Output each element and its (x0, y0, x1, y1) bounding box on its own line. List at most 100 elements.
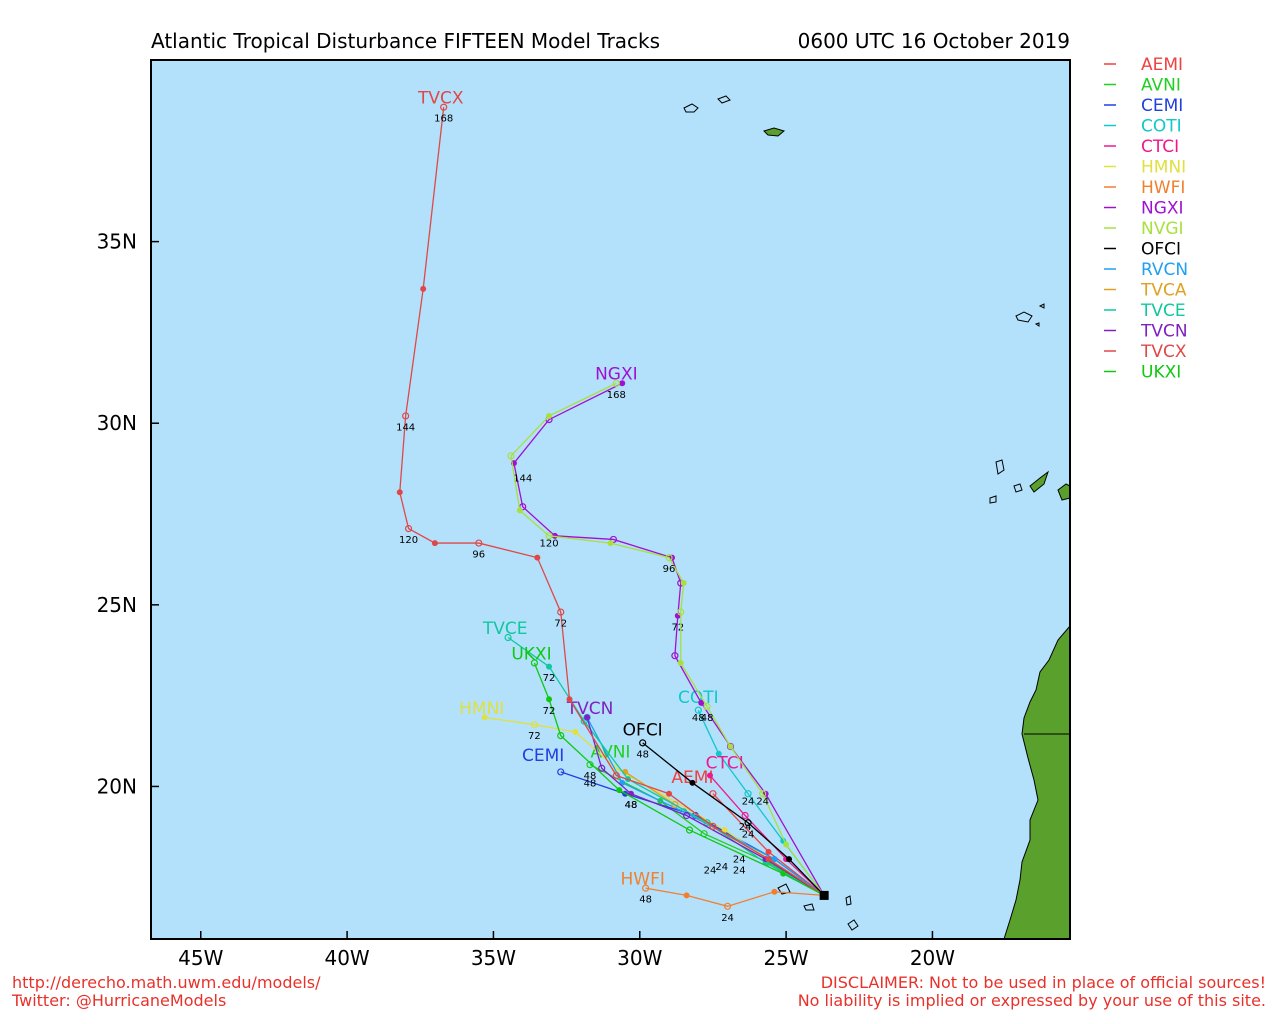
track-point (715, 750, 722, 757)
forecast-hour-label: 48 (584, 778, 597, 789)
track-point (671, 652, 679, 660)
island-outline (995, 459, 1005, 475)
forecast-hour-label: 48 (692, 713, 705, 724)
model-label-hwfi: HWFI (620, 870, 664, 890)
forecast-hour-label: 48 (625, 800, 638, 811)
model-label-ofci: OFCI (623, 721, 663, 741)
track-point (642, 884, 650, 892)
track-point (677, 608, 685, 616)
chart-title: Atlantic Tropical Disturbance FIFTEEN Mo… (151, 29, 660, 53)
track-point (665, 554, 673, 562)
track-point (504, 633, 512, 642)
track-point (557, 731, 565, 740)
legend-entry-hmni: HMNI (1141, 158, 1186, 178)
track-point (545, 532, 553, 540)
track-point (572, 728, 579, 735)
forecast-hour-label: 72 (543, 706, 556, 717)
model-label-aemi: AEMI (671, 768, 713, 788)
forecast-hour-label: 96 (472, 550, 485, 561)
track-point (507, 452, 515, 460)
track-point (586, 761, 594, 769)
model-label-ngxi: NGXI (595, 365, 638, 385)
track-point (557, 608, 565, 616)
footer-liability: No liability is implied or expressed by … (798, 991, 1266, 1010)
model-label-hmni: HMNI (459, 699, 504, 719)
model-label-tvcx: TVCX (417, 89, 464, 109)
legend-entry-aemi: AEMI (1141, 55, 1183, 75)
forecast-hour-label: 144 (396, 422, 415, 433)
track-point (530, 721, 539, 729)
legend-entry-ngxi: NGXI (1141, 199, 1184, 219)
track-point (721, 827, 728, 834)
island-outline (989, 495, 997, 504)
x-tick-label: 45W (178, 946, 223, 970)
track-point (396, 489, 403, 496)
track-point (530, 659, 539, 667)
island-outline (1013, 483, 1023, 493)
chart-time: 0600 UTC 16 October 2019 (798, 29, 1070, 53)
island-outline (1015, 311, 1033, 323)
legend: AEMIAVNICEMICOTICTCIHMNIHWFINGXINVGIOFCI… (1104, 55, 1188, 383)
track-point (709, 822, 717, 831)
legend-entry-tvcn: TVCN (1140, 322, 1188, 342)
track-point (616, 787, 623, 794)
track-point (771, 856, 778, 863)
island-outline (803, 903, 815, 911)
track-point (759, 790, 767, 798)
forecast-hour-label: 168 (607, 390, 626, 401)
track-point (682, 811, 691, 820)
forecast-hour-label: 48 (639, 895, 652, 906)
y-tick-label: 25N (97, 593, 137, 617)
x-tick-label: 20W (910, 946, 955, 970)
forecast-hour-label: 24 (756, 797, 769, 808)
island-outline (717, 95, 731, 104)
legend-entry-ukxi: UKXI (1141, 363, 1181, 383)
model-label-ukxi: UKXI (511, 644, 551, 664)
model-tracks: AEMI2448AVNI2448CEMI2448COTI24CTCI72HMNI… (396, 89, 829, 924)
model-label-ctci: CTCI (706, 753, 744, 773)
x-tick-label: 30W (617, 946, 662, 970)
legend-entry-tvce: TVCE (1140, 301, 1186, 321)
track-ofci (642, 742, 825, 896)
forecast-hour-label: 120 (539, 539, 558, 550)
forecast-hour-label: 24 (742, 797, 755, 808)
track-point (707, 772, 714, 779)
legend-entry-ctci: CTCI (1141, 137, 1179, 157)
track-hwfi (645, 887, 825, 907)
forecast-hour-label: 24 (739, 822, 752, 833)
forecast-hour-label: 24 (733, 855, 746, 866)
track-point (546, 663, 553, 670)
track-point (534, 554, 541, 561)
track-point (698, 699, 705, 706)
track-point (680, 580, 687, 587)
africa-landmass (1003, 625, 1070, 939)
model-label-tvce: TVCE (482, 619, 528, 639)
track-point (431, 540, 438, 547)
legend-entry-rvcn: RVCN (1141, 260, 1188, 280)
legend-entry-nvgi: NVGI (1141, 219, 1184, 239)
track-point (619, 779, 626, 786)
track-point (546, 412, 553, 419)
legend-entry-tvcx: TVCX (1140, 342, 1187, 362)
footer-url: http://derecho.math.uwm.edu/models/ (12, 973, 321, 992)
forecast-hour-label: 72 (528, 731, 541, 742)
forecast-hour-label: 48 (701, 713, 714, 724)
track-point (607, 540, 614, 547)
track-point (765, 848, 772, 855)
track-point (786, 856, 793, 863)
forecast-hour-label: 72 (543, 673, 556, 684)
track-point (683, 892, 690, 899)
track-point (765, 856, 772, 863)
track-point (420, 285, 427, 292)
track-point (723, 902, 732, 910)
track-point (741, 811, 749, 820)
track-point (475, 539, 483, 547)
forecast-hour-label: 144 (513, 473, 532, 484)
legend-entry-hwfi: HWFI (1141, 178, 1185, 198)
track-point (727, 743, 734, 750)
forecast-hour-label: 72 (554, 619, 567, 630)
track-point (703, 702, 711, 711)
axes: 45W 40W 35W 30W 25W 20W 20N 25N 30N 35N (97, 230, 956, 970)
track-point (612, 379, 620, 387)
